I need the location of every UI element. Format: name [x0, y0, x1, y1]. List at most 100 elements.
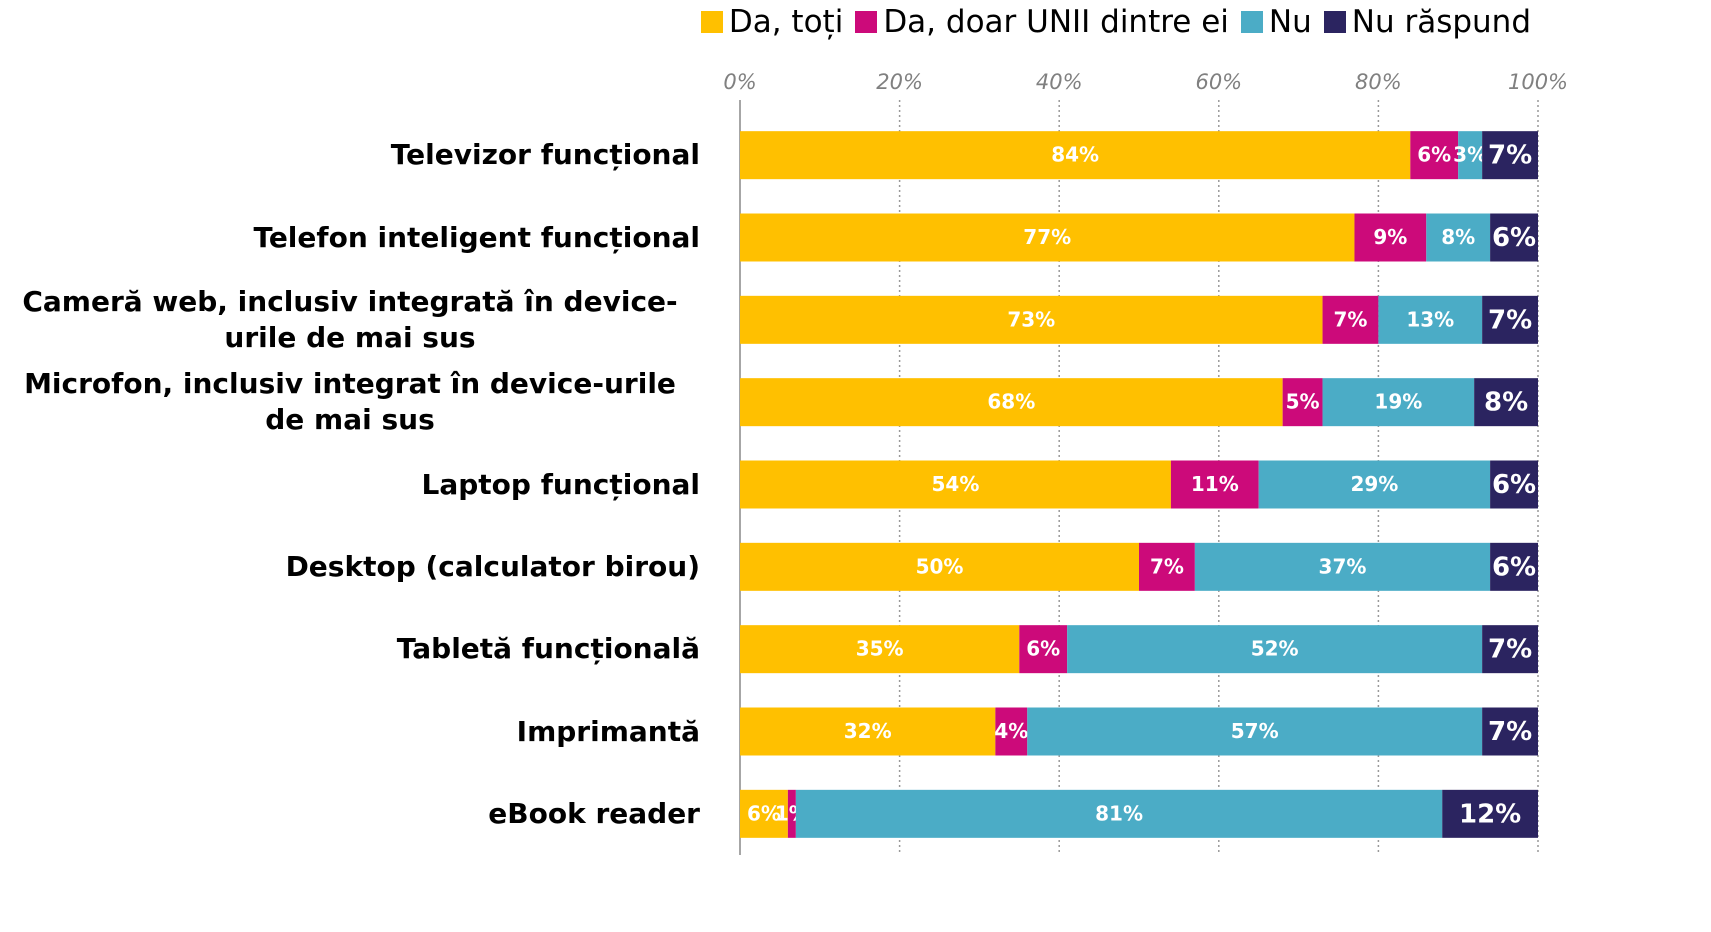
legend-item: Da, toți	[700, 4, 844, 40]
data-label: 6%	[1492, 552, 1536, 582]
bar-segment	[1354, 213, 1427, 262]
bar-segment	[740, 707, 996, 756]
bar-segment	[1282, 378, 1323, 427]
category-text: Televizor funcțional	[390, 138, 700, 172]
category-label: Televizor funcțional	[0, 110, 700, 200]
category-label: eBook reader	[0, 769, 700, 859]
data-label: 81%	[1095, 801, 1143, 825]
category-text: Cameră web, inclusiv integrată în device…	[22, 284, 678, 354]
bar-segment	[740, 460, 1171, 509]
x-tick-label: 20%	[876, 70, 923, 94]
legend-swatch	[1323, 11, 1346, 33]
data-label: 73%	[1007, 307, 1055, 331]
data-label: 4%	[994, 719, 1028, 743]
data-label: 7%	[1488, 305, 1532, 335]
bar-segment	[740, 131, 1411, 180]
data-label: 6%	[1417, 143, 1451, 167]
bar-segment	[1482, 625, 1538, 674]
category-label: Laptop funcțional	[0, 440, 700, 530]
data-label: 8%	[1441, 225, 1475, 249]
category-text: Desktop (calculator birou)	[285, 549, 700, 583]
data-label: 7%	[1488, 717, 1532, 747]
bar-segment	[1490, 213, 1538, 262]
bar-segment	[1442, 789, 1538, 838]
bar-segment	[740, 789, 788, 838]
data-label: 3%	[1453, 143, 1487, 167]
data-label: 29%	[1350, 472, 1398, 496]
data-label: 7%	[1488, 141, 1532, 171]
legend-label: Nu	[1268, 4, 1312, 40]
category-label: Tabletă funcțională	[0, 604, 700, 694]
data-label: 37%	[1319, 554, 1367, 578]
x-tick-label: 40%	[1036, 70, 1083, 94]
legend-swatch	[1240, 11, 1263, 33]
bar-segment	[1482, 295, 1538, 344]
data-label: 6%	[747, 801, 781, 825]
legend-item: Nu răspund	[1323, 4, 1531, 40]
category-label: Imprimantă	[0, 687, 700, 777]
category-label: Desktop (calculator birou)	[0, 522, 700, 612]
data-label: 8%	[1484, 388, 1528, 418]
bar-segment	[1482, 707, 1538, 756]
bar-segment	[1019, 625, 1068, 674]
bar-segment	[1378, 295, 1483, 344]
bar-segment	[1258, 460, 1491, 509]
data-label: 19%	[1374, 390, 1422, 414]
data-label: 6%	[1492, 223, 1536, 253]
legend-swatch	[700, 11, 723, 33]
legend-label: Nu răspund	[1351, 4, 1531, 40]
data-label: 7%	[1150, 554, 1184, 578]
x-tick-label: 60%	[1195, 70, 1242, 94]
bar-segment	[787, 789, 796, 838]
data-label: 6%	[1492, 470, 1536, 500]
legend-label: Da, doar UNII dintre ei	[883, 4, 1229, 40]
bar-segment	[1322, 295, 1379, 344]
bar-segment	[1474, 378, 1538, 427]
bar-segment	[740, 542, 1139, 591]
data-label: 6%	[1026, 637, 1060, 661]
bar-segment	[1139, 542, 1195, 591]
bar-segment	[1490, 542, 1538, 591]
data-label: 50%	[916, 554, 964, 578]
data-label: 12%	[1459, 799, 1521, 829]
data-label: 13%	[1406, 307, 1454, 331]
data-label: 7%	[1333, 307, 1367, 331]
x-tick-label: 0%	[723, 70, 756, 94]
bar-segment	[1194, 542, 1491, 591]
data-label: 7%	[1488, 635, 1532, 665]
legend-label: Da, toți	[728, 4, 844, 40]
bar-segment	[740, 625, 1020, 674]
legend-swatch	[855, 11, 878, 33]
data-label: 54%	[932, 472, 980, 496]
bar-segment	[1458, 131, 1483, 180]
bar-segment	[1170, 460, 1259, 509]
category-label: Microfon, inclusiv integrat în device-ur…	[0, 357, 700, 447]
category-text: Microfon, inclusiv integrat în device-ur…	[24, 367, 676, 437]
bar-segment	[995, 707, 1028, 756]
data-label: 52%	[1251, 637, 1299, 661]
bar-segment	[1322, 378, 1475, 427]
data-label: 68%	[987, 390, 1035, 414]
legend: Da, toți Da, doar UNII dintre ei Nu Nu răsp…	[689, 4, 1531, 40]
data-label: 84%	[1051, 143, 1099, 167]
bar-segment	[1482, 131, 1538, 180]
category-label: Cameră web, inclusiv integrată în device…	[0, 275, 700, 365]
category-text: Tabletă funcțională	[396, 632, 700, 666]
category-text: Imprimantă	[516, 714, 700, 748]
bar-segment	[1410, 131, 1459, 180]
bar-segment	[1426, 213, 1491, 262]
data-label: 35%	[856, 637, 904, 661]
category-label: Telefon inteligent funcțional	[0, 193, 700, 283]
data-label: 57%	[1231, 719, 1279, 743]
bar-segment	[795, 789, 1443, 838]
bar-segment	[1490, 460, 1538, 509]
data-label: 11%	[1191, 472, 1239, 496]
bar-segment	[1067, 625, 1483, 674]
legend-item: Da, doar UNII dintre ei	[855, 4, 1229, 40]
x-tick-label: 100%	[1508, 70, 1568, 94]
bar-segment	[1027, 707, 1483, 756]
bar-segment	[740, 213, 1355, 262]
data-label: 32%	[844, 719, 892, 743]
category-text: eBook reader	[488, 796, 700, 830]
